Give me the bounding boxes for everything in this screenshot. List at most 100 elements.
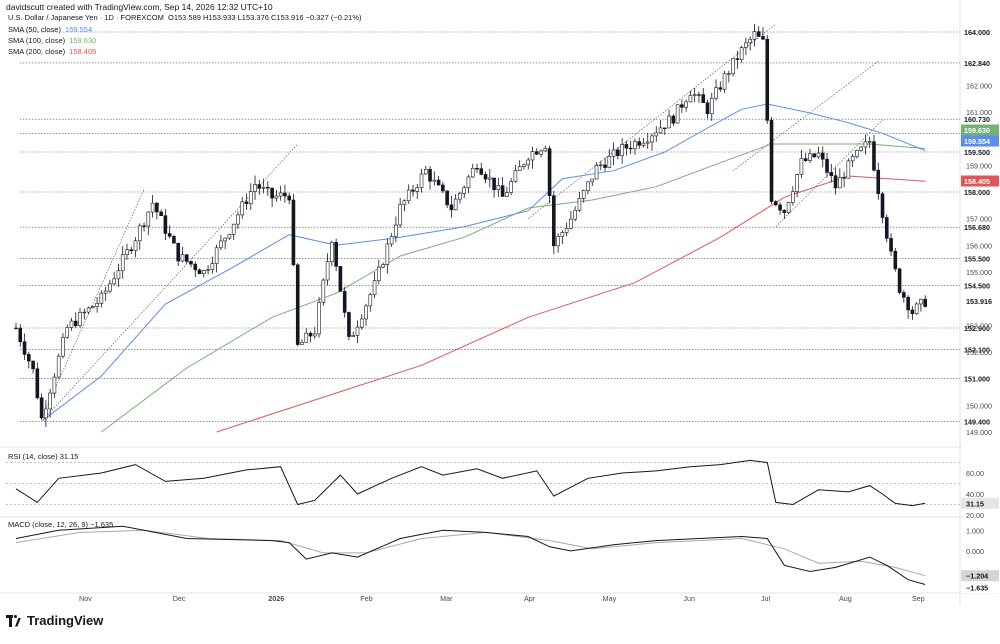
candle-up <box>786 202 791 213</box>
level-label-bg <box>961 343 999 355</box>
candle-down <box>475 167 479 170</box>
candle-down <box>637 141 642 146</box>
candle-up <box>709 97 714 115</box>
candle-up <box>227 234 232 239</box>
candle-up <box>462 187 466 194</box>
price-tick-label: 149.000 <box>966 428 992 437</box>
candle-up <box>509 181 513 193</box>
ohlc-values: O153.589 H153.933 L153.376 C153.916 −0.3… <box>168 13 362 22</box>
time-tick-label: Jul <box>761 594 771 603</box>
candle-down <box>176 242 181 262</box>
candle-up <box>82 311 87 314</box>
sma200-tag-bg <box>961 175 999 187</box>
candle-up <box>838 177 842 189</box>
candle-down <box>347 312 351 337</box>
candle-up <box>855 150 859 157</box>
candle-up <box>645 141 650 144</box>
sma200-line <box>216 175 926 433</box>
candle-down <box>906 296 910 311</box>
candle-up <box>274 195 279 199</box>
candle-up <box>300 342 304 345</box>
candle-up <box>146 211 151 227</box>
candle-up <box>432 179 437 182</box>
candle-up <box>231 223 236 235</box>
candle-up <box>321 279 326 303</box>
level-label: 152.900 <box>964 324 990 333</box>
candle-down <box>884 217 889 239</box>
candle-up <box>641 142 646 146</box>
candle-down <box>547 148 552 197</box>
price-tick-label: 156.000 <box>966 241 992 250</box>
candle-down <box>338 266 343 292</box>
sma200-tag: 158.405 <box>964 177 990 186</box>
time-tick-label: Dec <box>173 594 186 603</box>
sma50-line <box>41 103 926 422</box>
level-label: 162.840 <box>964 59 990 68</box>
candle-up <box>850 156 855 162</box>
candle-down <box>334 242 338 267</box>
candle-down <box>129 249 134 252</box>
candle-up <box>99 292 104 304</box>
macd-legend[interactable]: MACD (close, 12, 26, 9) −1.635 <box>8 520 113 529</box>
level-label: 159.500 <box>964 148 990 157</box>
candle-up <box>684 101 688 108</box>
candle-up <box>466 176 471 188</box>
price-tick-label: 161.000 <box>966 108 992 117</box>
candle-down <box>27 354 31 362</box>
rsi-tick-label: 60.00 <box>966 469 984 478</box>
candle-down <box>287 195 291 201</box>
tradingview-logo[interactable]: TradingView <box>6 613 103 628</box>
candle-up <box>808 153 812 161</box>
candle-up <box>598 164 603 167</box>
candle-down <box>778 204 782 211</box>
time-tick-label: Aug <box>839 594 852 603</box>
candle-down <box>18 327 23 343</box>
level-label-bg <box>961 26 999 38</box>
sma100-legend[interactable]: SMA (100, close) 159.630 <box>8 36 96 45</box>
candle-up <box>330 242 334 262</box>
sma50-value: 159.554 <box>65 25 93 34</box>
candle-down <box>552 195 556 247</box>
candle-up <box>688 95 693 103</box>
candle-down <box>184 254 189 262</box>
candle-up <box>86 307 91 313</box>
candle-up <box>731 58 735 74</box>
candle-up <box>359 318 364 328</box>
candle-down <box>773 201 778 206</box>
sma100-value: 159.630 <box>69 36 97 45</box>
trend-line <box>732 61 879 171</box>
candle-down <box>624 144 629 149</box>
candle-up <box>150 202 155 213</box>
candle-up <box>590 178 595 183</box>
level-label: 160.730 <box>964 115 990 124</box>
candle-up <box>223 237 227 242</box>
candle-up <box>236 214 240 225</box>
level-label-bg <box>961 373 999 385</box>
candle-down <box>756 31 761 37</box>
rsi-legend[interactable]: RSI (14, close) 31.15 <box>8 452 78 461</box>
candle-down <box>270 187 274 199</box>
candle-down <box>193 263 198 271</box>
candle-down <box>479 168 484 175</box>
candle-up <box>633 141 637 150</box>
level-label-bg <box>961 221 999 233</box>
sma200-legend[interactable]: SMA (200, close) 158.405 <box>8 47 96 56</box>
candle-up <box>406 189 411 202</box>
candle-down <box>628 147 633 150</box>
price-tick-label: 153.000 <box>966 321 992 330</box>
candle-up <box>125 249 129 256</box>
candle-down <box>769 120 774 202</box>
sma50-legend[interactable]: SMA (50, close) 159.554 <box>8 25 92 34</box>
rsi-value-tag: 31.15 <box>966 499 984 508</box>
candle-up <box>78 312 82 327</box>
candle-up <box>108 283 112 292</box>
candle-down <box>616 149 620 156</box>
candle-up <box>816 152 821 158</box>
symbol-legend: U.S. Dollar / Japanese Yen · 1D · FOREXC… <box>8 13 362 22</box>
candle-up <box>278 192 283 197</box>
candle-up <box>458 193 462 200</box>
candle-up <box>654 132 659 137</box>
candle-up <box>791 191 795 203</box>
candle-up <box>569 218 573 229</box>
candle-up <box>611 149 616 157</box>
